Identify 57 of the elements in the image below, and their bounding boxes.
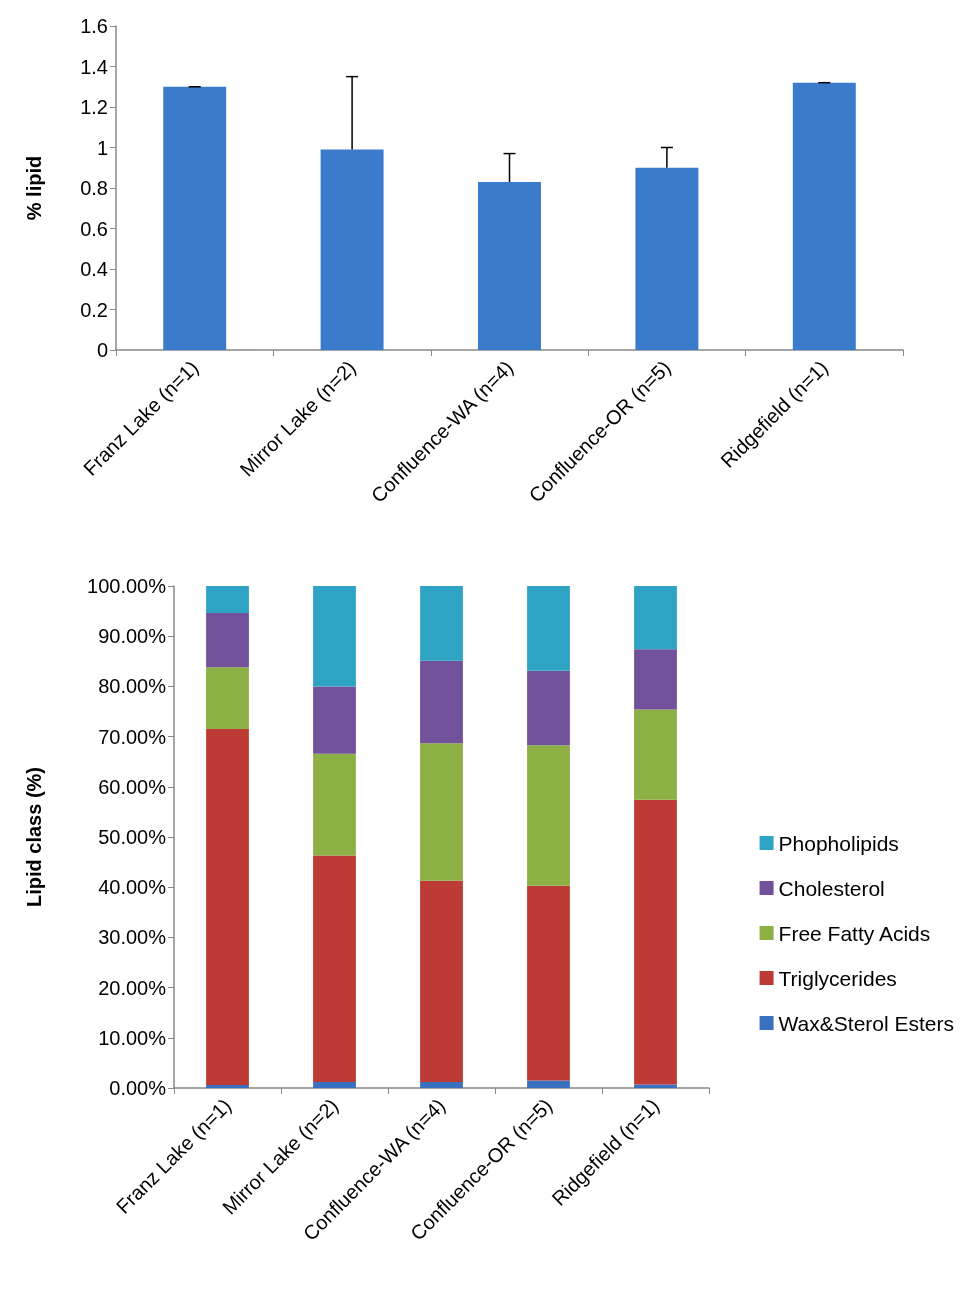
- bar: [420, 660, 463, 744]
- y-tick-label: 70.00%: [98, 725, 167, 748]
- y-tick-label: 0.8: [80, 177, 108, 199]
- bar: [527, 745, 570, 886]
- y-tick-label: 0.00%: [109, 1077, 167, 1099]
- bar: [527, 670, 570, 746]
- bar: [634, 709, 677, 800]
- bar: [634, 1084, 677, 1088]
- y-tick-label: 90.00%: [98, 625, 167, 648]
- y-tick-label: 1.6: [80, 15, 108, 37]
- y-tick-label: 0: [96, 339, 108, 361]
- y-tick-label: 100.00%: [87, 575, 167, 597]
- bar: [420, 880, 463, 1082]
- y-axis-title: Lipid class (%): [23, 766, 45, 908]
- bar: [206, 1084, 249, 1088]
- bar: [635, 167, 699, 350]
- y-tick-label: 50.00%: [98, 826, 167, 848]
- legend-label: Phopholipids: [778, 831, 899, 855]
- bar: [313, 586, 356, 687]
- bar: [313, 1081, 356, 1088]
- y-tick-label: 30.00%: [98, 926, 167, 949]
- bar: [792, 82, 856, 350]
- bar: [478, 181, 541, 350]
- y-tick-label: 0.2: [80, 298, 108, 321]
- y-tick-label: 1.4: [80, 55, 108, 78]
- legend-label: Wax&Sterol Esters: [778, 1011, 954, 1035]
- legend-label: Free Fatty Acids: [778, 921, 931, 945]
- bar: [634, 649, 677, 710]
- legend-label: Cholesterol: [778, 876, 885, 900]
- y-tick-label: 40.00%: [98, 876, 167, 899]
- bar: [163, 86, 227, 350]
- bar: [313, 855, 356, 1082]
- y-tick-label: 1.2: [80, 96, 108, 118]
- y-axis-title: % lipid: [23, 155, 45, 221]
- bar: [206, 667, 249, 730]
- y-tick-label: 80.00%: [98, 675, 167, 698]
- bar: [527, 885, 570, 1081]
- y-tick-label: 0.6: [80, 217, 108, 240]
- bar: [634, 799, 677, 1085]
- bar: [206, 586, 249, 614]
- bar: [206, 729, 249, 1085]
- bar: [420, 1081, 463, 1088]
- bar: [420, 743, 463, 881]
- bar: [320, 149, 384, 350]
- bar: [527, 586, 570, 671]
- bar: [206, 613, 249, 668]
- y-tick-label: 10.00%: [98, 1026, 167, 1049]
- bar: [634, 586, 677, 650]
- bar: [313, 686, 356, 754]
- y-tick-label: 20.00%: [98, 976, 167, 999]
- y-tick-label: 60.00%: [98, 775, 167, 798]
- y-tick-label: 1: [96, 136, 108, 159]
- legend-label: Triglycerides: [778, 966, 897, 990]
- bar: [420, 586, 463, 661]
- bar: [313, 753, 356, 856]
- bar: [527, 1080, 570, 1088]
- y-tick-label: 0.4: [80, 258, 108, 280]
